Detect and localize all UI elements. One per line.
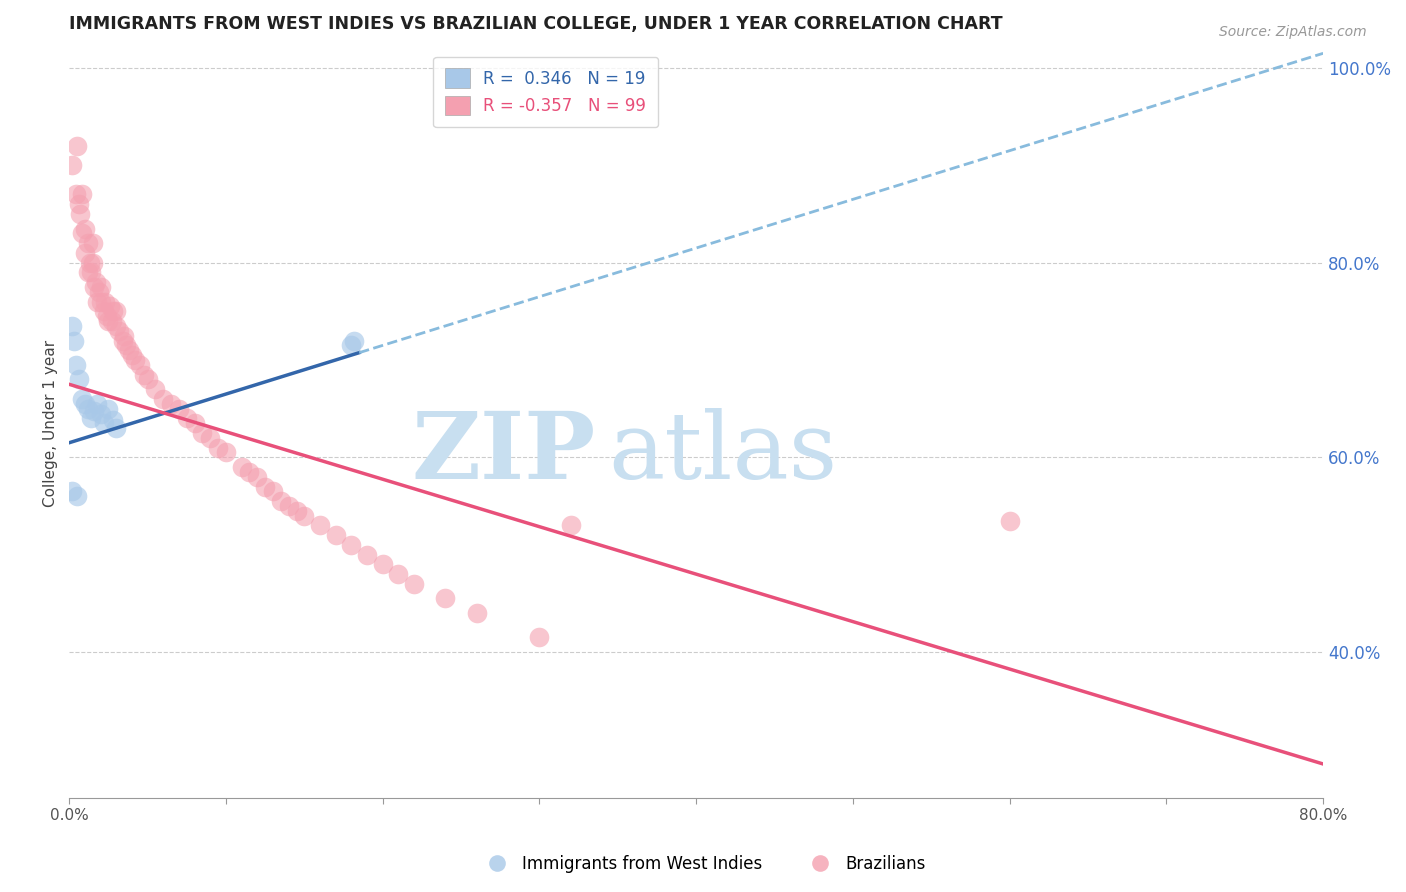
Point bbox=[254, 479, 277, 493]
Point bbox=[105, 304, 128, 318]
Text: ZIP: ZIP bbox=[412, 409, 596, 499]
Point bbox=[270, 494, 292, 508]
Legend: Immigrants from West Indies, Brazilians: Immigrants from West Indies, Brazilians bbox=[474, 848, 932, 880]
Point bbox=[93, 304, 115, 318]
Point bbox=[387, 567, 409, 582]
Point bbox=[90, 407, 112, 421]
Point bbox=[998, 514, 1021, 528]
Legend: R =  0.346   N = 19, R = -0.357   N = 99: R = 0.346 N = 19, R = -0.357 N = 99 bbox=[433, 57, 658, 127]
Point bbox=[529, 631, 551, 645]
Point bbox=[73, 397, 96, 411]
Point bbox=[77, 236, 100, 251]
Point bbox=[87, 285, 110, 299]
Point bbox=[191, 425, 214, 440]
Point bbox=[70, 392, 93, 406]
Point bbox=[340, 538, 363, 552]
Point bbox=[111, 334, 134, 348]
Point bbox=[402, 577, 425, 591]
Point bbox=[82, 255, 104, 269]
Point bbox=[371, 558, 394, 572]
Point bbox=[246, 470, 269, 484]
Text: Source: ZipAtlas.com: Source: ZipAtlas.com bbox=[1219, 25, 1367, 39]
Point bbox=[325, 528, 347, 542]
Point bbox=[70, 187, 93, 202]
Point bbox=[80, 411, 103, 425]
Point bbox=[98, 300, 121, 314]
Point bbox=[67, 197, 90, 211]
Point bbox=[66, 489, 89, 503]
Point bbox=[77, 401, 100, 416]
Point bbox=[105, 421, 128, 435]
Point bbox=[65, 187, 87, 202]
Point bbox=[60, 158, 83, 172]
Text: IMMIGRANTS FROM WEST INDIES VS BRAZILIAN COLLEGE, UNDER 1 YEAR CORRELATION CHART: IMMIGRANTS FROM WEST INDIES VS BRAZILIAN… bbox=[69, 15, 1002, 33]
Point bbox=[128, 358, 150, 372]
Y-axis label: College, Under 1 year: College, Under 1 year bbox=[44, 340, 58, 507]
Point bbox=[124, 353, 146, 368]
Point bbox=[90, 280, 112, 294]
Point bbox=[77, 265, 100, 279]
Point bbox=[560, 518, 582, 533]
Point bbox=[60, 318, 83, 333]
Point bbox=[83, 403, 105, 417]
Point bbox=[114, 338, 136, 352]
Point bbox=[145, 382, 167, 396]
Point bbox=[60, 484, 83, 499]
Point bbox=[200, 431, 222, 445]
Point bbox=[176, 411, 198, 425]
Point bbox=[465, 606, 488, 620]
Point bbox=[262, 484, 284, 499]
Point bbox=[118, 343, 141, 358]
Point bbox=[79, 255, 101, 269]
Point bbox=[86, 294, 108, 309]
Point bbox=[340, 338, 363, 352]
Point bbox=[84, 275, 107, 289]
Point bbox=[231, 460, 253, 475]
Point bbox=[215, 445, 238, 459]
Point bbox=[63, 334, 86, 348]
Point bbox=[93, 416, 115, 430]
Point bbox=[101, 304, 124, 318]
Point bbox=[160, 397, 183, 411]
Point bbox=[82, 236, 104, 251]
Point bbox=[434, 591, 457, 606]
Point bbox=[73, 246, 96, 260]
Point bbox=[96, 309, 118, 323]
Point bbox=[101, 413, 124, 427]
Point bbox=[292, 508, 315, 523]
Point bbox=[134, 368, 156, 382]
Point bbox=[73, 221, 96, 235]
Point bbox=[136, 372, 159, 386]
Point bbox=[90, 294, 112, 309]
Text: atlas: atlas bbox=[609, 409, 838, 499]
Point bbox=[238, 465, 260, 479]
Point bbox=[83, 280, 105, 294]
Point bbox=[86, 397, 108, 411]
Point bbox=[152, 392, 174, 406]
Point bbox=[70, 227, 93, 241]
Point bbox=[167, 401, 190, 416]
Point bbox=[97, 401, 120, 416]
Point bbox=[97, 314, 120, 328]
Point bbox=[108, 324, 131, 338]
Point bbox=[309, 518, 332, 533]
Point bbox=[69, 207, 91, 221]
Point bbox=[343, 334, 366, 348]
Point bbox=[65, 358, 87, 372]
Point bbox=[105, 318, 128, 333]
Point bbox=[67, 372, 90, 386]
Point bbox=[207, 441, 229, 455]
Point bbox=[112, 328, 135, 343]
Point bbox=[66, 138, 89, 153]
Point bbox=[94, 294, 117, 309]
Point bbox=[80, 265, 103, 279]
Point bbox=[183, 416, 205, 430]
Point bbox=[277, 499, 299, 513]
Point bbox=[121, 348, 143, 362]
Point bbox=[100, 314, 122, 328]
Point bbox=[356, 548, 378, 562]
Point bbox=[285, 504, 308, 518]
